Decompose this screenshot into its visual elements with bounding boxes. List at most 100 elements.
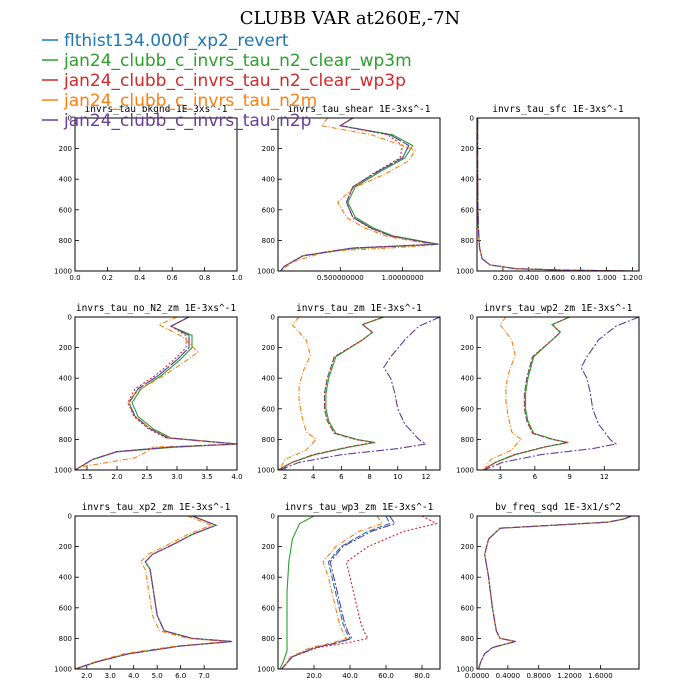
series-line-1: [75, 317, 237, 470]
x-tick-label: 3.0: [105, 672, 116, 680]
y-tick-label: 200: [461, 145, 474, 153]
y-tick-label: 400: [262, 574, 275, 582]
plot-frame: [74, 515, 238, 670]
y-tick-label: 800: [59, 635, 72, 643]
x-tick-label: 80.0: [414, 672, 430, 680]
x-tick-label: 20.0: [306, 672, 322, 680]
y-tick-label: 200: [461, 543, 474, 551]
plot-frame: [277, 117, 441, 272]
panel-title: invrs_tau_shear 1E-3xs^-1: [288, 104, 431, 115]
y-tick-label: 200: [461, 344, 474, 352]
figure-title: CLUBB VAR at260E,-7N: [240, 8, 461, 29]
x-tick-label: 40.0: [342, 672, 358, 680]
x-tick-label: 12: [421, 473, 430, 481]
x-tick-label: 2.5: [141, 473, 152, 481]
x-tick-label: 60.0: [378, 672, 394, 680]
y-tick-label: 600: [262, 405, 275, 413]
y-tick-label: 800: [262, 237, 275, 245]
panel-7: invrs_tau_xp2_zm 1E-3xs^-1 0 200 400 600 800 1…: [54, 502, 238, 680]
y-tick-label: 600: [59, 604, 72, 612]
plot-frame: [277, 316, 441, 471]
series-line-5: [477, 118, 633, 271]
panel-3: invrs_tau_sfc 1E-3xs^-1 0 200 400 600 800 1000…: [456, 104, 642, 282]
y-tick-label: 800: [262, 635, 275, 643]
panel-5: invrs_tau_zm 1E-3xs^-1 0 200 400 600 800 1000 2…: [257, 303, 441, 481]
plot-frame: [277, 515, 441, 670]
x-tick-label: 4.0: [128, 672, 139, 680]
x-tick-label: 1.6000: [588, 672, 613, 680]
x-tick-label: 1.000: [597, 274, 617, 282]
series-line-5: [279, 317, 440, 470]
panel-title: invrs_tau_sfc 1E-3xs^-1: [492, 104, 624, 115]
series-line-4: [281, 516, 384, 669]
y-tick-label: 0: [68, 115, 72, 123]
series-line-4: [280, 118, 434, 271]
x-tick-label: 2.0: [111, 473, 122, 481]
plot-frame: [476, 316, 640, 471]
x-tick-label: 2.0: [81, 672, 92, 680]
y-tick-label: 400: [59, 176, 72, 184]
x-tick-label: 0.400: [519, 274, 539, 282]
plot-frame: [74, 117, 238, 272]
series-line-5: [280, 118, 438, 271]
y-tick-label: 200: [59, 344, 72, 352]
y-tick-label: 600: [262, 206, 275, 214]
series-line-2: [279, 516, 315, 669]
y-tick-label: 1000: [257, 268, 275, 276]
y-tick-label: 400: [262, 176, 275, 184]
x-tick-label: 1.2000: [557, 672, 582, 680]
series-line-3: [477, 516, 632, 669]
y-tick-label: 400: [461, 176, 474, 184]
panel-title: invrs_tau_bkgnd 1E-3xs^-1: [85, 104, 228, 115]
y-tick-label: 800: [59, 237, 72, 245]
y-tick-label: 200: [262, 344, 275, 352]
y-tick-label: 1000: [54, 666, 72, 674]
legend-label: jan24_clubb_c_invrs_tau_n2_clear_wp3m: [63, 51, 412, 71]
x-tick-label: 1.00000000: [381, 274, 423, 282]
series-line-5: [75, 317, 237, 470]
y-tick-label: 800: [461, 237, 474, 245]
x-tick-label: 6: [339, 473, 344, 481]
y-tick-label: 600: [461, 206, 474, 214]
series-line-2: [477, 118, 633, 271]
series-line-4: [75, 516, 228, 669]
y-tick-label: 0: [470, 314, 474, 322]
y-tick-label: 0: [68, 314, 72, 322]
x-tick-label: 9: [567, 473, 571, 481]
series-line-2: [75, 317, 237, 470]
x-tick-label: 1.0: [231, 274, 242, 282]
legend-label: jan24_clubb_c_invrs_tau_n2_clear_wp3p: [63, 71, 406, 91]
y-tick-label: 1000: [456, 268, 474, 276]
x-tick-label: 0.0: [69, 274, 80, 282]
x-tick-label: 2: [283, 473, 287, 481]
panel-title: invrs_tau_wp3_zm 1E-3xs^-1: [285, 502, 434, 513]
y-tick-label: 600: [461, 405, 474, 413]
y-tick-label: 800: [461, 436, 474, 444]
y-tick-label: 800: [262, 436, 275, 444]
series-line-2: [280, 118, 439, 271]
series-line-4: [477, 516, 632, 669]
series-line-1: [477, 118, 633, 271]
panel-title: invrs_tau_zm 1E-3xs^-1: [296, 303, 422, 314]
y-tick-label: 1000: [54, 268, 72, 276]
legend-label: flthist134.000f_xp2_revert: [64, 31, 289, 51]
series-line-4: [75, 317, 232, 470]
y-tick-label: 0: [470, 513, 474, 521]
plot-frame: [476, 117, 640, 272]
series-line-5: [281, 516, 396, 669]
x-tick-label: 10: [393, 473, 402, 481]
x-tick-label: 0.600: [545, 274, 565, 282]
y-tick-label: 0: [68, 513, 72, 521]
y-tick-label: 1000: [54, 467, 72, 475]
y-tick-label: 400: [59, 574, 72, 582]
series-line-3: [482, 317, 570, 470]
y-tick-label: 600: [262, 604, 275, 612]
legend: flthist134.000f_xp2_revertjan24_clubb_c_…: [42, 31, 412, 131]
series-line-2: [477, 516, 632, 669]
x-tick-label: 0.6: [167, 274, 179, 282]
panel-2: invrs_tau_shear 1E-3xs^-1 0 200 400 600 800 10…: [257, 104, 441, 282]
x-tick-label: 12: [600, 473, 609, 481]
series-line-3: [281, 516, 438, 669]
y-tick-label: 800: [461, 635, 474, 643]
y-tick-label: 600: [461, 604, 474, 612]
